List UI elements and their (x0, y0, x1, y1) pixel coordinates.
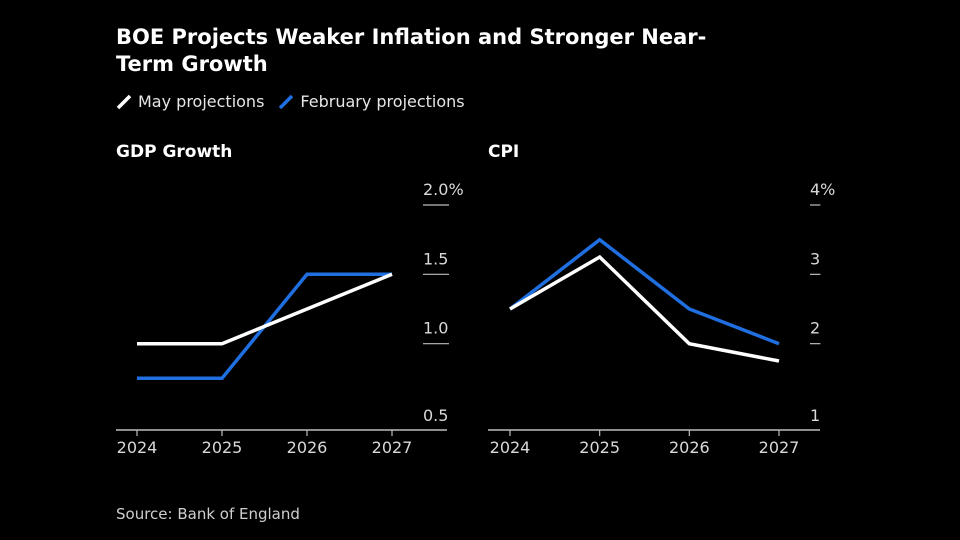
gdp-ytick-label-3: 2.0% (423, 180, 464, 199)
cpi-ytick-label-0: 1 (810, 406, 820, 425)
legend-item-february: February projections (278, 92, 465, 111)
legend: May projections February projections (116, 92, 465, 111)
cpi-ytick-label-1: 2 (810, 319, 820, 338)
chart-title-line-2: Term Growth (116, 52, 268, 76)
legend-swatch-may-line (116, 94, 132, 109)
cpi-panel-title: CPI (488, 142, 520, 162)
cpi-series-february-line (508, 237, 780, 346)
legend-label-may: May projections (138, 92, 265, 111)
cpi-xtick-label-0: 2024 (490, 438, 531, 457)
gdp-panel-title: GDP Growth (116, 142, 233, 162)
legend-item-may: May projections (116, 92, 264, 111)
gdp-series-may-line (137, 272, 393, 346)
legend-label-february: February projections (300, 92, 465, 111)
gdp-xtick-label-1: 2025 (202, 438, 243, 457)
gdp-xtick-label-2: 2026 (287, 438, 328, 457)
chart-title-line-1: BOE Projects Weaker Inflation and Strong… (116, 25, 707, 49)
gdp-xtick-label-3: 2027 (372, 438, 413, 457)
cpi-ytick-label-2: 3 (810, 249, 820, 268)
cpi-series-may-line (509, 254, 780, 363)
gdp-ytick-label-1: 1.0 (423, 319, 448, 338)
legend-swatch-february (279, 94, 294, 109)
legend-swatch-february-line (279, 94, 294, 109)
chart-title: BOE Projects Weaker Inflation and Strong… (116, 24, 756, 78)
cpi-xtick-label-1: 2025 (579, 438, 620, 457)
cpi-xtick-label-2: 2026 (669, 438, 710, 457)
gdp-ytick-label-2: 1.5 (423, 249, 448, 268)
cpi-ytick-label-3: 4% (810, 180, 835, 199)
gdp-ytick-label-0: 0.5 (423, 406, 448, 425)
source-note: Source: Bank of England (116, 505, 300, 523)
cpi-xtick-label-3: 2027 (759, 438, 800, 457)
gdp-xtick-label-0: 2024 (117, 438, 158, 457)
legend-swatch-may (116, 94, 132, 109)
